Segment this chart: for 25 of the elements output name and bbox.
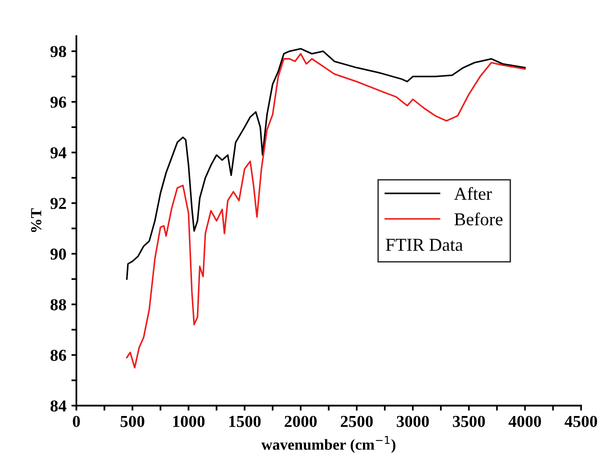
legend-label: Before [454,212,502,226]
x-tick-label: 4000 [508,416,542,428]
y-tick-label: 98 [50,46,66,58]
x-axis-title: wavenumber (cm$^{−1}$) [261,436,396,453]
x-tick-label: 1500 [229,416,261,428]
x-tick-label: 1000 [173,416,205,428]
line-series [126,52,526,368]
x-tick-label: 2000 [284,416,317,428]
x-tick-label: 4500 [564,416,598,428]
legend-label: After [454,187,492,200]
y-axis-title: %T [31,208,42,232]
y-tick-label: 90 [50,248,66,260]
y-tick-label: 84 [50,400,66,412]
y-tick-label: 94 [50,147,66,158]
x-tick-label: 2500 [340,416,373,428]
x-tick-label: 3000 [396,416,429,428]
y-tick-label: 88 [50,299,66,310]
y-tick-label: 86 [50,350,66,361]
x-tick-label: 0 [72,416,80,428]
y-tick-label: 96 [50,96,66,108]
y-tick-label: 92 [50,198,66,210]
x-tick-label: 3500 [452,416,485,428]
legend-title: FTIR Data [386,238,463,251]
x-tick-label: 500 [120,416,144,428]
line-series [126,48,526,280]
